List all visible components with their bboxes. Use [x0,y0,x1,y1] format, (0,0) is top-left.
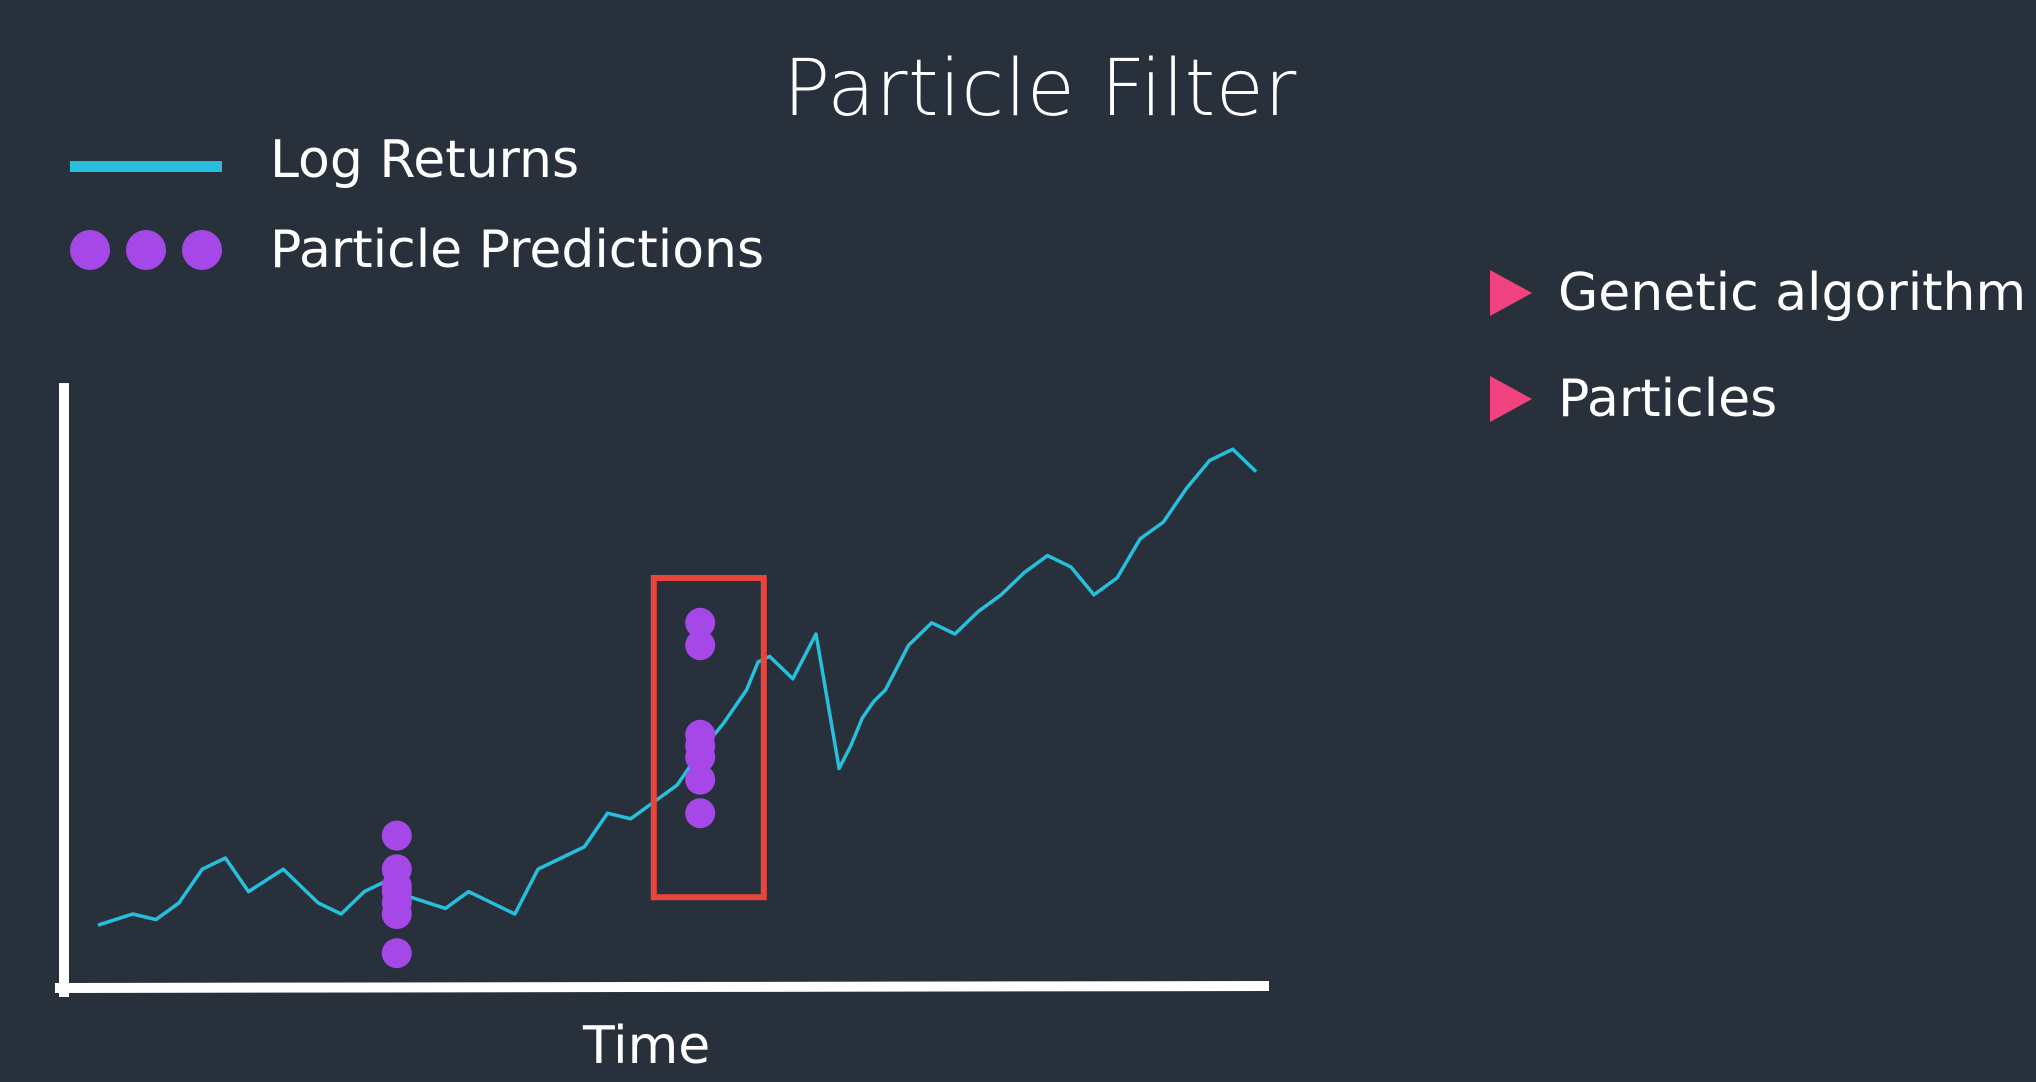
bullet-list: Genetic algorithm Particles [1490,258,2026,470]
log-returns-line [98,449,1256,925]
particle-prediction-dot [382,938,412,968]
particle-prediction-dot [685,765,715,795]
triangle-right-icon [1490,376,1532,422]
triangle-right-icon [1490,270,1532,316]
series-layer [98,449,1256,925]
particles-layer [382,608,715,968]
x-axis [60,986,1264,988]
bullet-text: Genetic algorithm [1558,267,2026,319]
bullet-text: Particles [1558,373,1777,425]
particle-prediction-dot [685,630,715,660]
bullet-item: Genetic algorithm [1490,258,2026,328]
bullet-item: Particles [1490,364,2026,434]
particle-prediction-dot [685,798,715,828]
particle-prediction-dot [382,899,412,929]
x-axis-label: Time [583,1020,710,1072]
particle-prediction-dot [382,821,412,851]
